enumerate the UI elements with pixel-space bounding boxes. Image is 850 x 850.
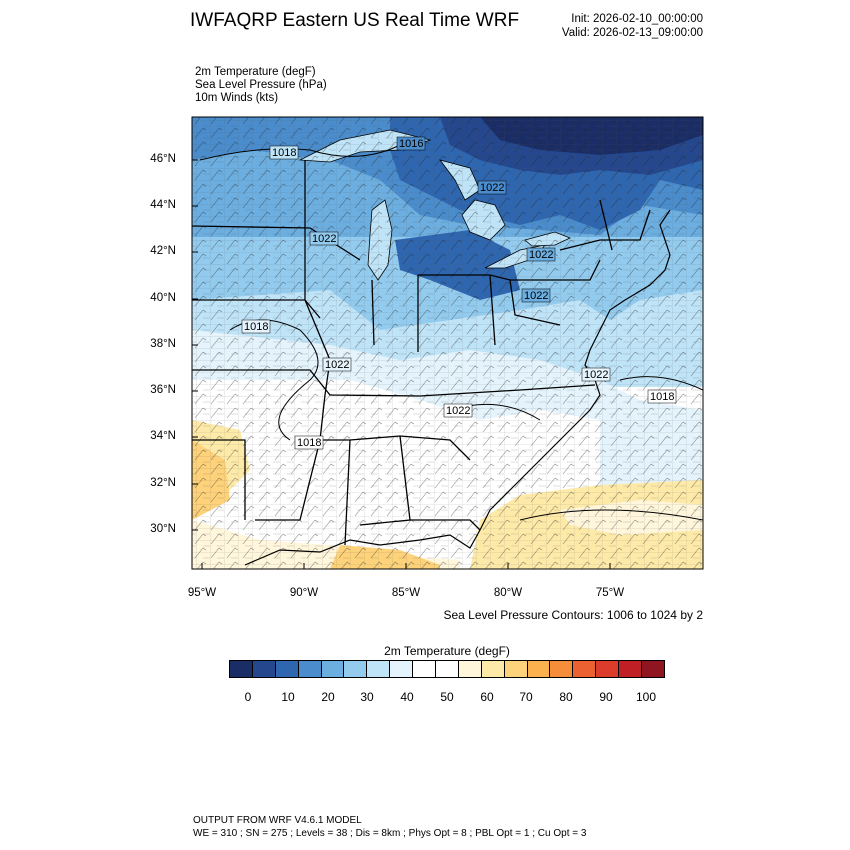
colorbar-label: 40 <box>400 690 414 704</box>
colorbar-label: 60 <box>480 690 494 704</box>
lat-label: 40°N <box>150 292 176 304</box>
colorbar-title: 2m Temperature (degF) <box>384 644 510 658</box>
state-borders <box>192 160 651 546</box>
pressure-label: 1018 <box>272 147 296 159</box>
colorbar-swatch <box>390 661 414 677</box>
colorbar-label: 20 <box>321 690 335 704</box>
lon-label: 75°W <box>595 587 625 599</box>
pressure-label: 1022 <box>312 233 336 245</box>
init-time: Init: 2026-02-10_00:00:00 <box>571 13 703 25</box>
map-panel: 1018 1016 1022 1022 1022 1022 1018 1022 … <box>192 117 703 569</box>
colorbar-label: 10 <box>281 690 295 704</box>
pressure-label: 1022 <box>529 249 553 261</box>
map-frame <box>191 116 704 570</box>
colorbar-label: 100 <box>635 690 657 704</box>
pressure-label: 1018 <box>297 437 321 449</box>
colorbar-swatch <box>527 661 551 677</box>
colorbar-swatch <box>367 661 391 677</box>
colorbar-label: 90 <box>599 690 613 704</box>
lon-label: 95°W <box>187 587 217 599</box>
contour-note: Sea Level Pressure Contours: 1006 to 102… <box>443 608 704 622</box>
lat-label: 44°N <box>150 199 176 211</box>
pressure-label: 1018 <box>650 391 674 403</box>
colorbar-swatch <box>298 661 322 677</box>
colorbar-swatch <box>481 661 505 677</box>
lat-label: 34°N <box>150 430 176 442</box>
colorbar-swatch <box>413 661 437 677</box>
pressure-label: 1022 <box>584 369 608 381</box>
colorbar-swatch <box>458 661 482 677</box>
lon-label: 80°W <box>493 587 523 599</box>
pressure-label: 1018 <box>244 321 268 333</box>
colorbar-label: 0 <box>244 690 252 704</box>
axis-ticks <box>192 159 611 569</box>
pressure-label: 1022 <box>446 405 470 417</box>
valid-time: Valid: 2026-02-13_09:00:00 <box>561 27 703 39</box>
colorbar-label: 80 <box>559 690 573 704</box>
colorbar-swatch <box>436 661 459 677</box>
colorbar-swatch <box>252 661 276 677</box>
colorbar-label: 50 <box>440 690 454 704</box>
colorbar <box>229 660 665 678</box>
colorbar-swatch <box>275 661 299 677</box>
colorbar-label: 70 <box>519 690 533 704</box>
colorbar-swatch <box>573 661 597 677</box>
pressure-label: 1016 <box>399 138 423 150</box>
model-footer: OUTPUT FROM WRF V4.6.1 MODEL <box>193 815 362 826</box>
pressure-label: 1022 <box>325 359 349 371</box>
lat-label: 32°N <box>150 477 176 489</box>
field-label-winds: 10m Winds (kts) <box>195 92 279 104</box>
lat-label: 36°N <box>150 384 176 396</box>
lat-label: 42°N <box>150 245 176 257</box>
lat-label: 38°N <box>150 338 176 350</box>
pressure-labels: 1018 1016 1022 1022 1022 1022 1018 1022 … <box>241 136 677 450</box>
map-title: IWFAQRP Eastern US Real Time WRF <box>190 10 520 31</box>
field-label-temperature: 2m Temperature (degF) <box>195 66 316 78</box>
colorbar-swatch <box>344 661 368 677</box>
colorbar-label: 30 <box>360 690 374 704</box>
lat-label: 46°N <box>150 153 176 165</box>
wind-barbs <box>192 117 703 569</box>
coastline <box>244 209 671 566</box>
colorbar-swatch <box>642 661 664 677</box>
colorbar-swatch <box>619 661 643 677</box>
pressure-label: 1022 <box>524 290 548 302</box>
colorbar-swatch <box>504 661 528 677</box>
lon-label: 85°W <box>391 587 421 599</box>
colorbar-swatch <box>550 661 574 677</box>
pressure-label: 1022 <box>480 182 504 194</box>
field-label-pressure: Sea Level Pressure (hPa) <box>195 79 327 91</box>
lat-label: 30°N <box>150 523 176 535</box>
colorbar-swatch <box>230 661 253 677</box>
colorbar-swatch <box>596 661 620 677</box>
model-config-footer: WE = 310 ; SN = 275 ; Levels = 38 ; Dis … <box>193 828 587 839</box>
lon-label: 90°W <box>289 587 319 599</box>
colorbar-swatch <box>321 661 345 677</box>
